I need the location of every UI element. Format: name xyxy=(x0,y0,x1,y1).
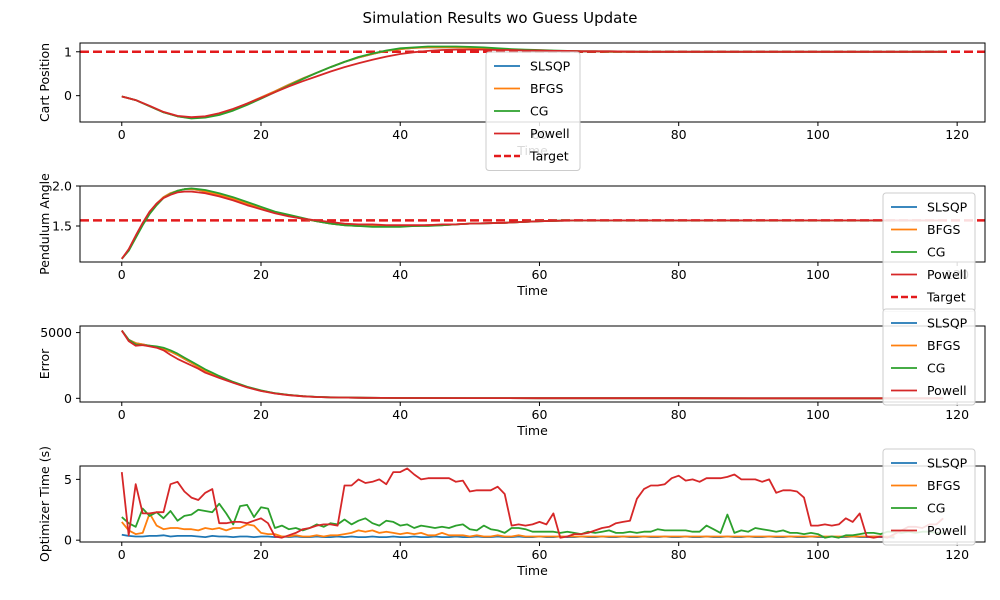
x-tick-label: 100 xyxy=(806,407,830,422)
y-tick-label: 2.0 xyxy=(52,179,72,194)
series-line-slsqp xyxy=(121,188,944,260)
series-line-cg xyxy=(121,502,944,539)
series-line-powell xyxy=(121,330,944,400)
x-tick-label: 60 xyxy=(532,547,548,562)
subplot-1: 02040608010012001TimeCart PositionSLSQPB… xyxy=(37,42,986,171)
y-tick-label: 5 xyxy=(64,472,72,487)
legend: SLSQP BFGS CG Powell xyxy=(882,448,976,546)
legend-label-cg: CG xyxy=(530,104,548,119)
axes-frame xyxy=(79,465,986,543)
series-line-slsqp xyxy=(121,330,944,400)
legend-label-bfgs: BFGS xyxy=(927,222,960,237)
legend-label-powell: Powell xyxy=(530,126,570,141)
y-tick-label: 0 xyxy=(64,391,72,406)
x-tick-label: 100 xyxy=(806,127,830,142)
y-axis-label: Error xyxy=(37,348,52,379)
legend-label-powell: Powell xyxy=(927,523,967,538)
legend-label-cg: CG xyxy=(927,501,945,516)
series-line-bfgs xyxy=(121,330,944,400)
series-line-powell xyxy=(121,48,944,119)
x-tick-label: 40 xyxy=(392,547,408,562)
subplot-3: 0 20 40 60 80 100 120 0 5000 Time Error SLSQP BFGS CG… xyxy=(37,308,986,438)
x-tick-label: 40 xyxy=(392,407,408,422)
series-line-cg xyxy=(121,330,944,400)
figure-title: Simulation Results wo Guess Update xyxy=(363,9,638,27)
legend-label-cg: CG xyxy=(927,245,945,260)
x-tick-label: 20 xyxy=(253,267,269,282)
legend-label-bfgs: BFGS xyxy=(927,338,960,353)
legend-label-slsqp: SLSQP xyxy=(927,456,968,471)
series-line-powell xyxy=(121,190,944,260)
legend-label-cg: CG xyxy=(927,361,945,376)
x-axis-label: Time xyxy=(516,423,548,438)
series-line-cg xyxy=(121,187,944,260)
x-tick-label: 0 xyxy=(118,407,126,422)
x-tick-label: 0 xyxy=(118,267,126,282)
series-lines xyxy=(120,467,944,539)
x-axis-label: Time xyxy=(516,283,548,298)
x-tick-label: 80 xyxy=(671,407,687,422)
x-tick-label: 120 xyxy=(945,127,969,142)
x-tick-label: 120 xyxy=(945,407,969,422)
legend-box xyxy=(485,51,581,171)
x-tick-label: 60 xyxy=(532,267,548,282)
legend-label-target: Target xyxy=(529,149,569,164)
x-tick-label: 80 xyxy=(671,267,687,282)
series-line-bfgs xyxy=(121,512,895,538)
x-tick-label: 40 xyxy=(392,267,408,282)
legend-box xyxy=(882,448,976,546)
x-tick-label: 120 xyxy=(945,547,969,562)
legend-label-slsqp: SLSQP xyxy=(530,59,571,74)
x-tick-label: 100 xyxy=(806,547,830,562)
legend-box xyxy=(882,308,976,406)
subplot-4: 0 20 40 60 80 100 120 0 5 Time Optimizer Time (s) S… xyxy=(37,446,986,578)
legend-label-bfgs: BFGS xyxy=(927,478,960,493)
legend: SLSQP BFGS CG Powell xyxy=(882,308,976,406)
legend-label-powell: Powell xyxy=(927,267,967,282)
subplots: 0 20 40 60 80 100 120 0 1 Time Cart Position SLSQP B… xyxy=(37,42,986,578)
legend: SLSQP BFGS CG Powell Target xyxy=(485,51,581,171)
series-lines xyxy=(80,187,985,260)
x-axis-label: Time xyxy=(516,563,548,578)
y-tick-label: 1 xyxy=(64,44,72,59)
y-axis-label: Optimizer Time (s) xyxy=(37,446,52,562)
series-lines xyxy=(121,330,944,400)
y-tick-label: 0 xyxy=(64,533,72,548)
x-tick-label: 20 xyxy=(253,127,269,142)
x-tick-label: 20 xyxy=(253,547,269,562)
legend-label-slsqp: SLSQP xyxy=(927,200,968,215)
legend-label-powell: Powell xyxy=(927,383,967,398)
series-lines xyxy=(80,45,985,120)
series-line-bfgs xyxy=(121,188,944,260)
y-axis-label: Pendulum Angle xyxy=(37,173,52,275)
y-axis-label: Cart Position xyxy=(37,43,52,122)
x-tick-label: 100 xyxy=(806,267,830,282)
x-tick-label: 60 xyxy=(532,407,548,422)
x-tick-label: 0 xyxy=(118,547,126,562)
legend-label-slsqp: SLSQP xyxy=(927,316,968,331)
x-tick-label: 40 xyxy=(392,127,408,142)
legend: SLSQP BFGS CG Powell Target xyxy=(882,192,976,312)
legend-label-bfgs: BFGS xyxy=(530,81,563,96)
series-line-powell xyxy=(120,467,944,539)
axes-frame xyxy=(79,185,986,263)
x-tick-label: 0 xyxy=(118,127,126,142)
y-tick-label: 5000 xyxy=(40,325,72,340)
axes-frame xyxy=(79,325,986,403)
y-tick-label: 1.5 xyxy=(52,219,72,234)
x-tick-label: 80 xyxy=(671,127,687,142)
y-tick-label: 0 xyxy=(64,88,72,103)
x-tick-label: 20 xyxy=(253,407,269,422)
legend-label-target: Target xyxy=(926,290,966,305)
x-tick-label: 80 xyxy=(671,547,687,562)
